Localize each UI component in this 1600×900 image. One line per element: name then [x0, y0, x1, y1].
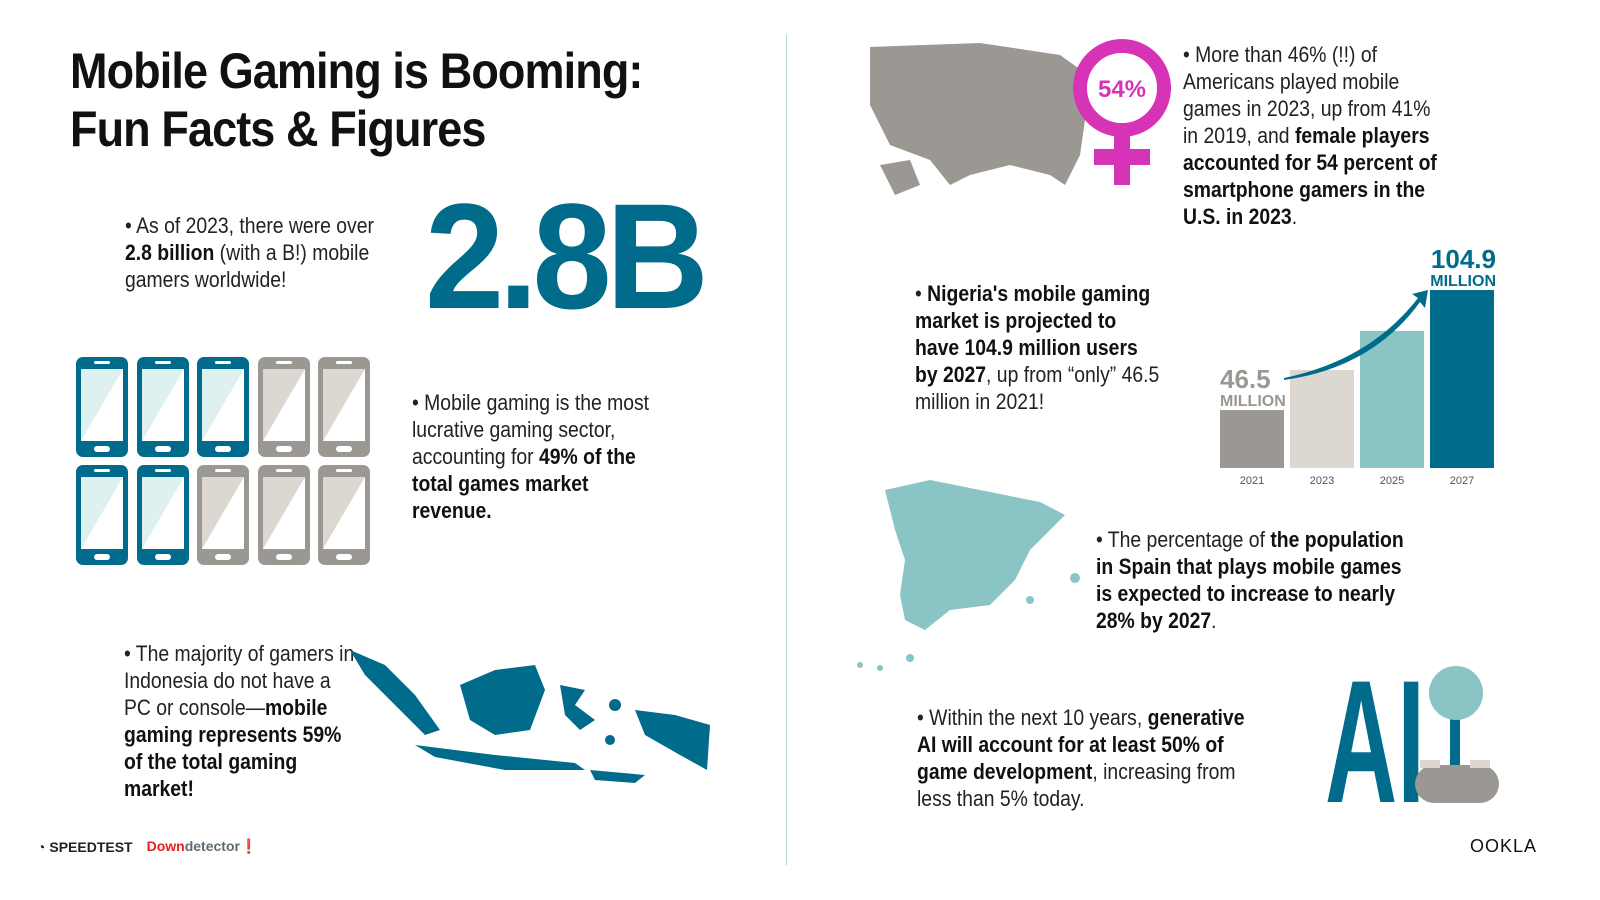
ai-joystick-logo: AI	[1325, 660, 1499, 810]
bar-2023	[1290, 369, 1354, 468]
phone-icon-highlighted	[136, 465, 189, 565]
data-label-unit: MILLION	[1430, 273, 1496, 290]
fact-gamers: • As of 2023, there were over 2.8 billio…	[125, 213, 374, 292]
big-number: 2.8B	[425, 172, 709, 340]
bar-2021	[1220, 410, 1284, 468]
phone-icon-highlighted	[197, 357, 249, 457]
phone-grid	[76, 357, 376, 567]
footer-brands: ◔ SPEEDTEST Downdetector❗	[37, 838, 257, 855]
fact-indonesia: • The majority of gamers in Indonesia do…	[124, 641, 355, 801]
bar-2027	[1430, 290, 1494, 468]
downdetector-logo: Downdetector❗	[146, 838, 258, 854]
fact-revenue: • Mobile gaming is the most lucrative ga…	[412, 390, 650, 523]
phone-icon	[257, 465, 310, 565]
phone-icon	[257, 357, 310, 457]
x-tick-label: 2021	[1240, 475, 1264, 487]
phone-icon	[318, 465, 370, 565]
ookla-logo: OOKLA	[1470, 836, 1538, 856]
female-percent-badge: 54%	[1098, 76, 1146, 103]
fact-spain: • The percentage of the population in Sp…	[1096, 527, 1404, 633]
data-label-unit: MILLION	[1220, 393, 1286, 410]
data-label-value: 104.9	[1431, 244, 1496, 274]
phone-icon-highlighted	[76, 357, 128, 457]
ai-logo-text: AI	[1325, 660, 1425, 810]
phone-icon-highlighted	[136, 357, 189, 457]
phone-icon	[197, 465, 249, 565]
data-label-value: 46.5	[1220, 364, 1271, 394]
bar-2025	[1360, 330, 1424, 468]
x-tick-label: 2025	[1380, 475, 1404, 487]
x-tick-label: 2027	[1450, 475, 1474, 487]
phone-icon-highlighted	[76, 465, 128, 565]
phone-icon	[318, 357, 370, 457]
us-map-female-icon: 54%	[870, 39, 1171, 195]
speedtest-logo: ◔ SPEEDTEST	[37, 838, 133, 855]
spain-map	[857, 480, 1080, 671]
title-line-2: Fun Facts & Figures	[70, 101, 486, 157]
title-line-1: Mobile Gaming is Booming:	[70, 43, 643, 99]
indonesia-map	[350, 650, 710, 783]
x-tick-label: 2023	[1310, 475, 1334, 487]
divider	[786, 35, 787, 865]
fact-nigeria: • Nigeria's mobile gaming market is proj…	[915, 281, 1160, 414]
fact-ai: • Within the next 10 years, generative A…	[917, 705, 1245, 811]
fact-us: • More than 46% (!!) of Americans played…	[1183, 42, 1437, 229]
page-title: Mobile Gaming is Booming: Fun Facts & Fi…	[70, 42, 643, 158]
